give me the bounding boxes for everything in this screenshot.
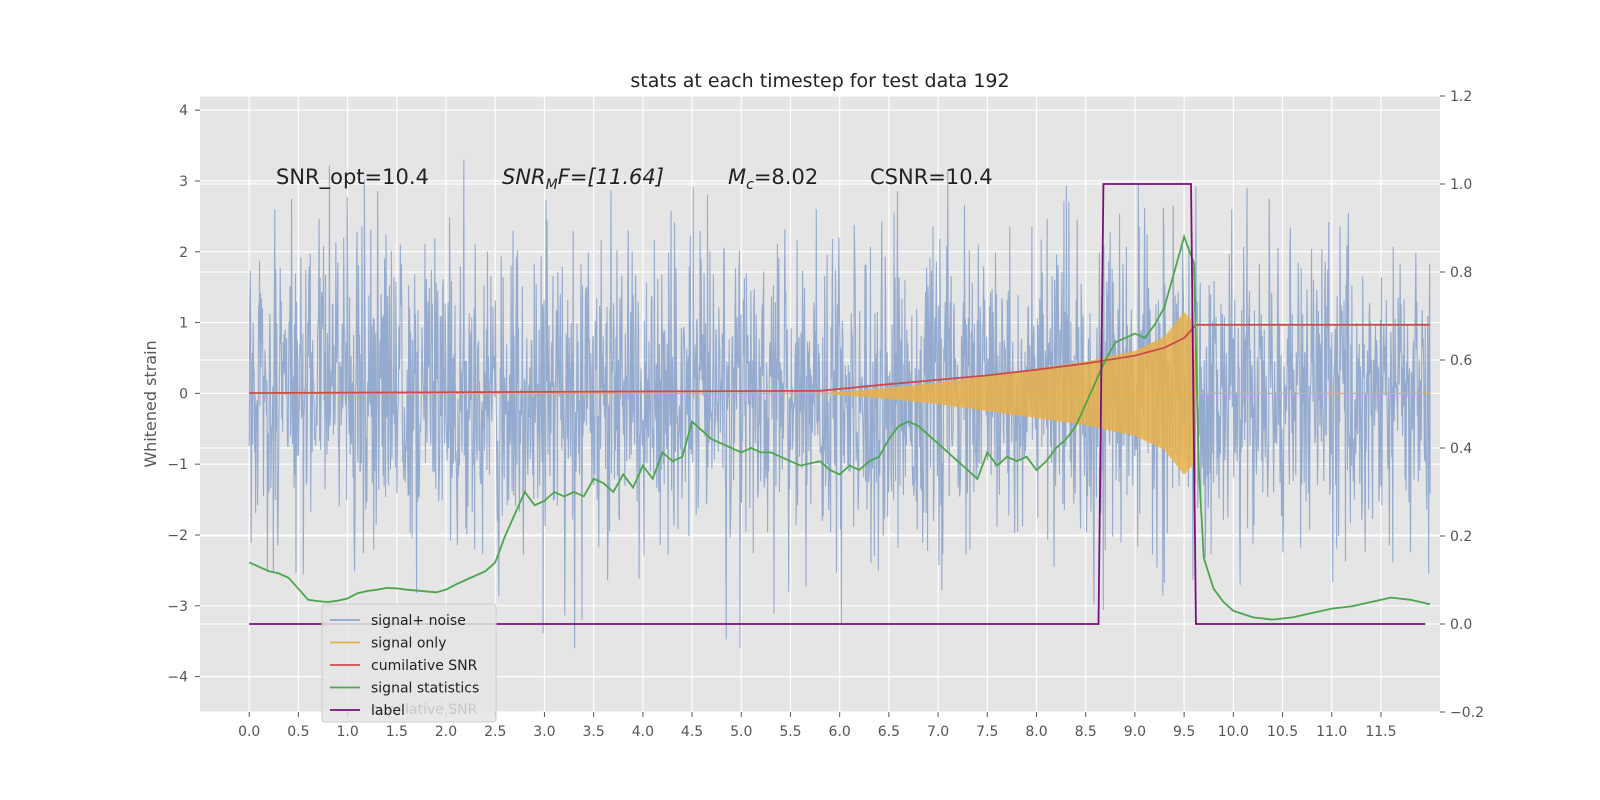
- x-tick-label-19: 9.5: [1173, 724, 1195, 740]
- y-tick-label-3: 1: [179, 316, 188, 332]
- annotation-snr-mf-sub: M: [546, 177, 558, 193]
- annotation-mc-rest: =8.02: [754, 165, 818, 189]
- y-tick-label-2: 2: [179, 245, 188, 261]
- x-tick-label-4: 2.0: [435, 724, 457, 740]
- x-tick-label-9: 4.5: [681, 724, 703, 740]
- legend: cumilative SNR signal+ noise signal only c…: [321, 603, 497, 723]
- legend-label-4: label: [371, 703, 405, 719]
- series-line-3: [248, 233, 1431, 621]
- annotation-snr-mf: SNRMF=[11.64]: [502, 165, 664, 193]
- x-tick-label-8: 4.0: [632, 724, 654, 740]
- y2-tick-label-7: −0.2: [1450, 705, 1484, 721]
- annotation-snr-opt: SNR_opt=10.4: [276, 165, 429, 190]
- x-tick-label-2: 1.0: [336, 724, 358, 740]
- y-tick-label-5: −1: [167, 457, 188, 473]
- chart-title: stats at each timestep for test data 192: [630, 70, 1009, 92]
- x-tick-label-5: 2.5: [484, 724, 506, 740]
- x-tick-label-18: 9.0: [1124, 724, 1146, 740]
- x-tick-label-0: 0.0: [238, 724, 260, 740]
- x-tick-label-22: 11.0: [1316, 724, 1347, 740]
- y-tick-label-4: 0: [179, 386, 188, 402]
- y2-tick-label-2: 0.8: [1450, 265, 1472, 281]
- legend-label-1: signal only: [371, 636, 446, 652]
- annotation-mc: Mc=8.02: [728, 165, 818, 193]
- annotation-csnr: CSNR=10.4: [870, 165, 993, 189]
- x-tick-label-13: 6.5: [878, 724, 900, 740]
- x-tick-label-16: 8.0: [1025, 724, 1047, 740]
- legend-ghost-entry: cumilative SNR: [371, 702, 478, 718]
- y-tick-label-7: −3: [167, 599, 188, 615]
- series-signal-only: [249, 312, 1431, 475]
- y2-tick-label-4: 0.4: [1450, 441, 1472, 457]
- signal-noise-line: [248, 159, 1431, 649]
- x-tick-label-14: 7.0: [927, 724, 949, 740]
- x-tick-label-6: 3.0: [533, 724, 555, 740]
- x-tick-label-10: 5.0: [730, 724, 752, 740]
- y-tick-label-0: 4: [179, 103, 188, 119]
- series-line-4: [249, 183, 1426, 625]
- x-tick-label-21: 10.5: [1267, 724, 1298, 740]
- x-tick-label-17: 8.5: [1075, 724, 1097, 740]
- legend-box: [321, 603, 497, 723]
- annotation-mc-sub: c: [746, 177, 754, 193]
- x-tick-label-20: 10.0: [1218, 724, 1249, 740]
- x-tick-label-7: 3.5: [583, 724, 605, 740]
- series-line-2: [249, 323, 1431, 394]
- x-tick-label-12: 6.0: [829, 724, 851, 740]
- x-tick-label-11: 5.5: [779, 724, 801, 740]
- y-tick-label-8: −4: [167, 670, 188, 686]
- y2-tick-label-6: 0.0: [1450, 617, 1472, 633]
- y-tick-label-6: −2: [167, 528, 188, 544]
- x-tick-label-23: 11.5: [1365, 724, 1396, 740]
- x-tick-label-1: 0.5: [287, 724, 309, 740]
- legend-label-2: cumilative SNR: [371, 658, 478, 674]
- y2-tick-label-0: 1.2: [1450, 89, 1472, 105]
- annotation-snr-mf-rest: F=[11.64]: [558, 165, 664, 189]
- legend-label-0: signal+ noise: [371, 613, 466, 629]
- y2-tick-label-1: 1.0: [1450, 177, 1472, 193]
- legend-label-3: signal statistics: [371, 681, 479, 697]
- y2-tick-label-3: 0.6: [1450, 353, 1472, 369]
- y-axis-label: Whitened strain: [141, 340, 160, 467]
- right-axis-series: [248, 183, 1431, 625]
- y2-tick-label-5: 0.2: [1450, 529, 1472, 545]
- axes: 0.0 0.5 1.0 1.5 2.0 2.5 3.0 3.5 4.0 4.5 5.0 5.5 6.0 6…: [167, 89, 1484, 740]
- y-tick-label-1: 3: [179, 174, 188, 190]
- x-tick-label-15: 7.5: [976, 724, 998, 740]
- series-signal-noise: [248, 159, 1431, 649]
- x-tick-label-3: 1.5: [386, 724, 408, 740]
- annotation-mc-main: M: [728, 165, 746, 189]
- annotation-snr-mf-main: SNR: [502, 165, 546, 189]
